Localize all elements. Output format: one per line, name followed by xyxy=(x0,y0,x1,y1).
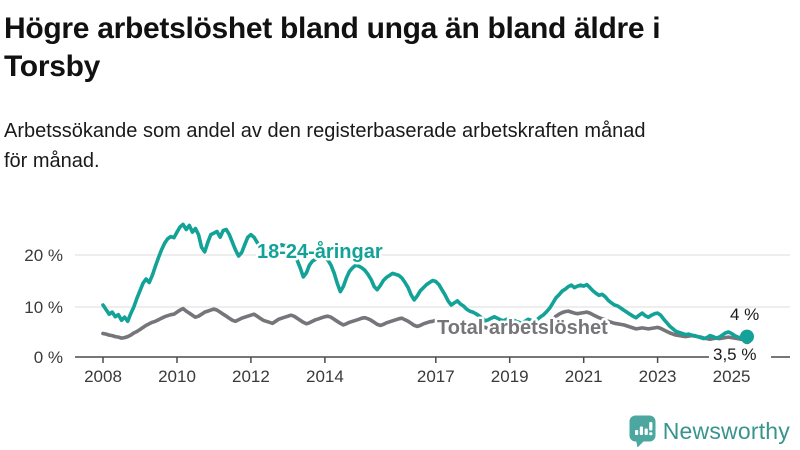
unemployment-line-chart: 2008 2010 2012 2014 2017 2019 2021 2023 2025 20 … xyxy=(24,222,790,386)
chart-subtitle-line1: Arbetssökande som andel av den registerb… xyxy=(4,120,646,142)
youth-end-value: 4 % xyxy=(730,305,759,324)
newsworthy-logo: Newsworthy xyxy=(629,415,790,448)
x-tick-label: 2019 xyxy=(491,367,529,386)
x-tick-label: 2014 xyxy=(306,367,344,386)
total-end-value-backing xyxy=(709,345,771,364)
x-tick-label: 2025 xyxy=(713,367,751,386)
newsworthy-logo-text: Newsworthy xyxy=(662,418,790,444)
newsworthy-logo-icon xyxy=(629,415,656,448)
x-tick-label: 2010 xyxy=(158,367,196,386)
x-tick-label: 2017 xyxy=(417,367,455,386)
y-tick-20: 20 % xyxy=(24,246,63,265)
page-title: Högre arbetslöshet bland unga än bland ä… xyxy=(4,10,796,86)
total-unemployment-line xyxy=(101,306,749,341)
y-tick-0: 0 % xyxy=(34,348,63,367)
series-label-youth: 18-24-åringar xyxy=(257,240,383,263)
x-tick-label: 2021 xyxy=(565,367,603,386)
chart-subtitle-line2: för månad. xyxy=(4,150,100,172)
x-axis-ticks: 2008 2010 2012 2014 2017 2019 2021 2023 2025 xyxy=(84,357,751,386)
page-title-line1: Högre arbetslöshet bland unga än bland ä… xyxy=(4,12,661,45)
x-tick-label: 2012 xyxy=(232,367,270,386)
total-end-value: 3,5 % xyxy=(713,345,756,364)
youth-unemployment-line xyxy=(101,222,749,341)
chart-subtitle: Arbetssökande som andel av den registerb… xyxy=(4,116,796,176)
y-tick-10: 10 % xyxy=(24,298,63,317)
youth-end-dot xyxy=(740,329,754,344)
x-tick-label: 2023 xyxy=(639,367,677,386)
series-label-total: Total arbetslöshet xyxy=(437,317,608,339)
x-tick-label: 2008 xyxy=(84,367,122,386)
page-title-line2: Torsby xyxy=(4,50,100,83)
